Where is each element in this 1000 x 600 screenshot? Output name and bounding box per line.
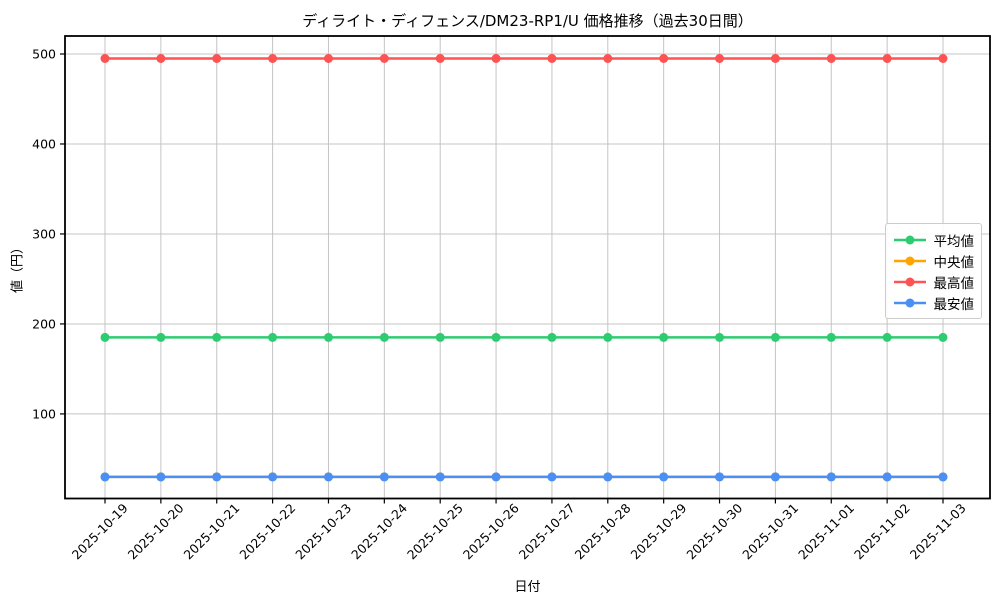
- data-point-min: [323, 472, 333, 482]
- data-point-min: [603, 472, 613, 482]
- legend-label-median: 中央値: [933, 254, 975, 271]
- y-tick-label: 400: [32, 136, 56, 151]
- data-point-max: [770, 53, 780, 63]
- x-tick-label: 2025-10-29: [627, 500, 689, 562]
- data-point-min: [268, 472, 278, 482]
- legend-marker-mean: [894, 235, 926, 244]
- data-point-max: [715, 53, 725, 63]
- series-max: [100, 53, 948, 63]
- y-tick-label: 100: [32, 406, 56, 421]
- data-point-max: [156, 53, 166, 63]
- chart-title: ディライト・ディフェンス/DM23-RP1/U 価格推移（過去30日間）: [302, 12, 753, 30]
- x-tick-label: 2025-10-30: [683, 500, 745, 562]
- y-tick-label: 200: [32, 316, 56, 331]
- data-point-mean: [100, 332, 110, 342]
- data-point-mean: [882, 332, 892, 342]
- data-point-min: [156, 472, 166, 482]
- data-point-mean: [603, 332, 613, 342]
- data-point-max: [268, 53, 278, 63]
- axes-spines: [64, 35, 991, 500]
- data-point-max: [826, 53, 836, 63]
- x-tick-label: 2025-10-19: [69, 500, 131, 562]
- data-point-mean: [826, 332, 836, 342]
- data-point-max: [100, 53, 110, 63]
- x-tick-label: 2025-10-27: [516, 500, 578, 562]
- data-point-mean: [547, 332, 557, 342]
- x-tick-label: 2025-10-23: [292, 500, 354, 562]
- y-tick-label: 300: [32, 226, 56, 241]
- data-point-min: [826, 472, 836, 482]
- data-point-mean: [715, 332, 725, 342]
- data-point-mean: [435, 332, 445, 342]
- data-point-min: [547, 472, 557, 482]
- legend-marker-max: [894, 277, 926, 286]
- data-point-max: [323, 53, 333, 63]
- legend-label-min: 最安値: [933, 296, 975, 313]
- legend-dot-mean: [905, 235, 915, 244]
- data-point-min: [659, 472, 669, 482]
- data-point-min: [938, 472, 948, 482]
- x-axis-label: 日付: [514, 580, 541, 595]
- data-point-mean: [659, 332, 669, 342]
- x-tick-label: 2025-11-02: [851, 500, 913, 562]
- x-tick-label: 2025-10-26: [460, 500, 522, 562]
- legend-dot-max: [905, 277, 915, 286]
- legend-item-mean: 平均値: [892, 229, 974, 250]
- legend-item-max: 最高値: [892, 271, 974, 292]
- data-point-min: [715, 472, 725, 482]
- data-point-max: [547, 53, 557, 63]
- legend-label-mean: 平均値: [933, 233, 975, 250]
- x-tick-label: 2025-11-01: [795, 500, 857, 562]
- data-point-max: [882, 53, 892, 63]
- x-tick-label: 2025-10-31: [739, 500, 801, 562]
- data-point-mean: [491, 332, 501, 342]
- x-tick-label: 2025-10-25: [404, 500, 466, 562]
- data-point-mean: [323, 332, 333, 342]
- data-point-min: [100, 472, 110, 482]
- data-point-min: [491, 472, 501, 482]
- series-mean: [100, 332, 948, 342]
- data-point-max: [212, 53, 222, 63]
- x-tick-label: 2025-10-20: [125, 500, 187, 562]
- data-point-min: [379, 472, 389, 482]
- x-tick-label: 2025-10-22: [236, 500, 298, 562]
- x-tick-label: 2025-10-24: [348, 500, 410, 562]
- data-point-mean: [212, 332, 222, 342]
- x-tick-label: 2025-10-28: [572, 500, 634, 562]
- series-min: [100, 472, 948, 482]
- legend-label-max: 最高値: [933, 275, 975, 292]
- x-tick-label: 2025-10-21: [181, 500, 243, 562]
- data-point-max: [603, 53, 613, 63]
- data-point-mean: [156, 332, 166, 342]
- data-point-mean: [938, 332, 948, 342]
- data-point-max: [659, 53, 669, 63]
- data-point-mean: [379, 332, 389, 342]
- legend: 平均値中央値最高値最安値: [885, 223, 982, 319]
- data-point-min: [212, 472, 222, 482]
- data-point-max: [435, 53, 445, 63]
- data-point-min: [882, 472, 892, 482]
- legend-item-min: 最安値: [892, 292, 974, 313]
- x-tick-label: 2025-11-03: [907, 500, 969, 562]
- data-point-mean: [268, 332, 278, 342]
- legend-dot-min: [905, 298, 915, 307]
- legend-dot-median: [905, 256, 915, 265]
- legend-marker-min: [894, 298, 926, 307]
- legend-item-median: 中央値: [892, 250, 974, 271]
- data-point-max: [379, 53, 389, 63]
- data-point-max: [938, 53, 948, 63]
- data-point-mean: [770, 332, 780, 342]
- data-point-min: [435, 472, 445, 482]
- data-point-max: [491, 53, 501, 63]
- y-tick-label: 500: [32, 46, 56, 61]
- legend-marker-median: [894, 256, 926, 265]
- data-point-min: [770, 472, 780, 482]
